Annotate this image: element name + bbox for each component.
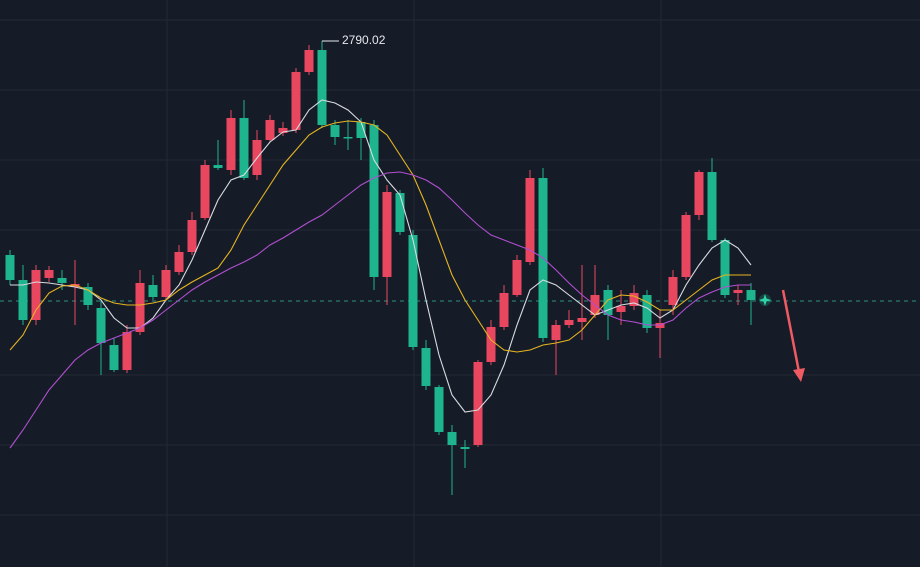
candle-body (343, 137, 353, 139)
candle-body (642, 295, 652, 328)
candle-body (707, 172, 717, 240)
candle-body (499, 293, 509, 327)
candle-body (668, 277, 678, 305)
candle-body (265, 120, 275, 140)
candle-body (330, 125, 340, 137)
trend-arrow (781, 289, 805, 382)
candle-body (447, 432, 457, 445)
candle-body (681, 215, 691, 277)
arrow-head (793, 368, 805, 382)
ma-line (9, 120, 751, 353)
arrow-shaft (781, 289, 801, 373)
candle-body (148, 285, 158, 297)
candle-body (356, 122, 366, 138)
candle-body (525, 178, 535, 262)
candle-body (460, 447, 470, 449)
candle-body (161, 270, 171, 297)
candle-body (564, 320, 574, 325)
candle-body (382, 192, 392, 277)
cursor-marker (759, 294, 771, 306)
candle-body (421, 348, 431, 386)
candle-body (694, 172, 704, 215)
candle-body (473, 362, 483, 445)
candle-body (733, 290, 743, 293)
candle-body (96, 308, 106, 343)
candle-body (226, 118, 236, 170)
candle-body (369, 125, 379, 277)
candle-body (213, 165, 223, 168)
candle-body (174, 252, 184, 272)
candle-body (304, 50, 314, 72)
candle-body (239, 118, 249, 178)
candle-body (31, 270, 41, 320)
plot-area: 2790.02 (0, 33, 920, 495)
candle-body (551, 325, 561, 340)
candle-body (122, 332, 132, 370)
candle-body (629, 293, 639, 306)
candle-body (109, 345, 119, 370)
ma-line (9, 171, 751, 449)
candle-body (200, 165, 210, 218)
candle-body (187, 220, 197, 252)
candle-body (278, 128, 288, 133)
candle-body (44, 270, 54, 278)
cursor-star (759, 294, 771, 306)
candle-body (291, 72, 301, 130)
candle-body (577, 318, 587, 322)
candle-body (512, 260, 522, 295)
ma-line (10, 99, 752, 413)
candle-body (603, 290, 613, 315)
candle-body (83, 287, 93, 305)
high-label: 2790.02 (342, 33, 386, 47)
candle-body (57, 278, 67, 283)
candle-body (434, 387, 444, 432)
candle-body (317, 50, 327, 125)
candle-body (135, 283, 145, 332)
candle-body (18, 280, 28, 320)
candle-body (5, 255, 15, 280)
candle-body (720, 240, 730, 295)
candle-body (395, 193, 405, 232)
candle-body (408, 235, 418, 347)
candle-body (486, 327, 496, 362)
candle-body (616, 306, 626, 312)
candle-body (746, 290, 756, 300)
